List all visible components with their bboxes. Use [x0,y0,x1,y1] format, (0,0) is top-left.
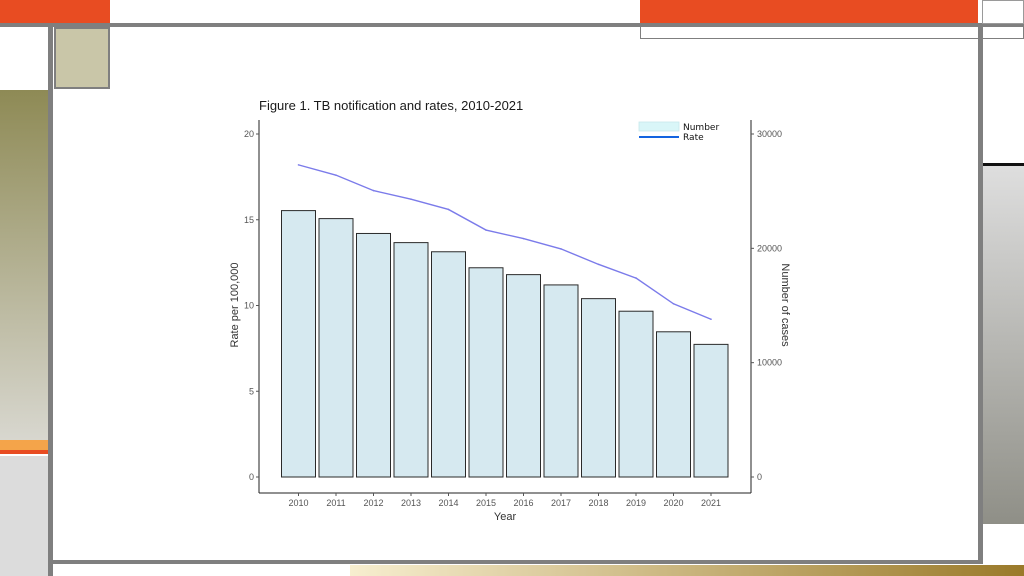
x-tick-label: 2011 [326,498,345,508]
x-tick-label: 2019 [626,498,646,508]
rate-point [410,198,412,200]
rate-point [447,208,450,211]
x-tick-label: 2014 [438,498,458,508]
rate-point [522,237,525,240]
bar-number [618,310,654,478]
rate-point [710,318,712,321]
bar-number [581,298,616,478]
left-red-strip [0,450,48,454]
x-tick-label: 2013 [401,498,421,508]
y2-tick-label: 20000 [757,243,782,253]
chart-title: Figure 1. TB notification and rates, 201… [259,98,523,113]
rate-point [560,248,562,250]
left-orange-strip [0,440,48,450]
bottom-gradient-bar [350,565,1024,576]
x-tick-label: 2017 [551,498,571,508]
top-left-accent-bar [0,0,110,24]
left-lower-panel [0,456,48,576]
x-tick-label: 2020 [663,498,683,508]
rate-point [485,229,487,231]
x-tick-label: 2010 [288,498,308,508]
x-axis-label: Year [494,511,517,523]
rate-point [335,174,337,176]
legend: Number Rate [638,121,719,143]
x-tick-label: 2021 [701,498,721,508]
x-tick-label: 2015 [476,498,496,508]
top-divider-line [0,23,1024,27]
rate-point [672,302,675,305]
x-tick-label: 2016 [513,498,533,508]
y2-tick-label: 10000 [757,358,782,368]
bottom-divider-line [48,560,983,564]
right-black-rule [983,163,1024,166]
left-gradient-panel [0,90,48,440]
rate-point [597,263,600,266]
bar-number [431,251,466,478]
legend-number-swatch [638,121,680,132]
x-tick-label: 2012 [363,498,383,508]
right-vertical-rule [978,24,983,564]
y-tick-label: 20 [244,129,254,139]
khaki-square [54,27,110,89]
rate-point [297,164,300,166]
rate-line [298,164,712,320]
bar-number [281,210,316,478]
plot-area: 0 5 10 15 20 0 10000 20000 30000 2010 2011 2012 2013… [244,120,782,508]
x-tick-label: 2018 [588,498,608,508]
y2-tick-label: 30000 [757,129,782,139]
bar-number [693,343,729,478]
bar-number [468,267,504,478]
legend-rate-label: Rate [683,133,704,143]
bar-number [506,274,541,478]
bar-number [356,232,391,478]
bar-number [318,218,354,478]
rate-point [372,189,375,192]
y-tick-label: 0 [249,472,254,482]
bar-number [543,284,579,478]
y-tick-label: 15 [244,215,254,225]
bar-number [393,242,429,478]
bar-number [656,331,691,478]
rate-point [635,277,637,279]
right-gradient-panel [983,166,1024,524]
top-right-accent-bar [640,0,978,24]
y-axis-label: Rate per 100,000 [229,262,241,347]
y2-tick-label: 0 [757,472,762,482]
y-tick-label: 5 [249,386,254,396]
left-vertical-rule [48,24,53,576]
legend-number-label: Number [683,123,719,133]
y2-axis-label: Number of cases [779,263,791,347]
y-tick-label: 10 [244,301,254,311]
